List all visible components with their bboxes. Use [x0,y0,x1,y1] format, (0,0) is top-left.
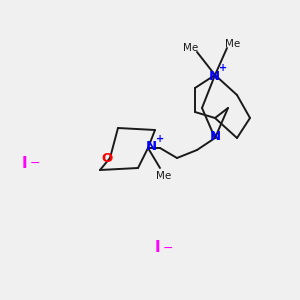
Text: I: I [155,241,160,256]
Text: Me: Me [225,39,241,49]
Text: N: N [208,70,220,83]
Text: −: − [163,242,173,254]
Text: +: + [219,63,227,73]
Text: +: + [156,134,164,144]
Text: Me: Me [183,43,199,53]
Text: −: − [30,157,40,169]
Text: O: O [101,152,112,166]
Text: N: N [146,140,157,152]
Text: Me: Me [156,171,172,181]
Text: I: I [22,155,28,170]
Text: N: N [209,130,220,143]
